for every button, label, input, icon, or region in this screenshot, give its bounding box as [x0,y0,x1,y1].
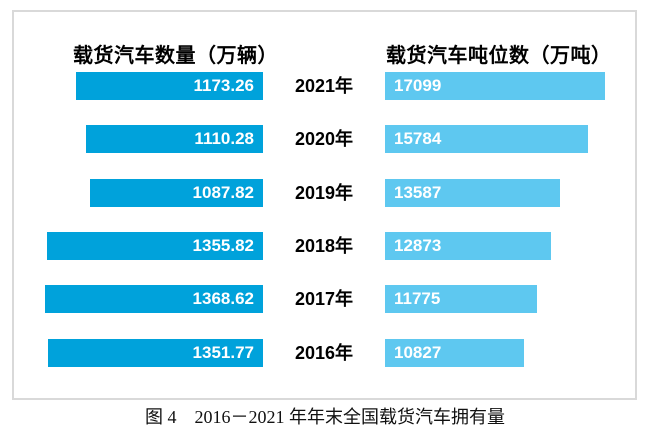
left-bar-value-label: 1173.26 [193,76,254,95]
right-bar-value-label: 13587 [394,182,442,202]
chart-row: 1087.82 2019年 13587 [14,178,635,207]
right-bar: 13587 [385,178,560,207]
left-bar-value-label: 1110.28 [194,129,254,149]
year-label: 2020年 [294,129,354,150]
right-bar: 12873 [385,231,551,260]
right-bar-value-label: 10827 [394,342,442,362]
left-bar: 1173.26 [76,72,263,100]
right-bar: 17099 [385,72,605,100]
year-label: 2018年 [294,235,354,256]
left-series-title: 载货汽车数量（万辆） [73,45,278,67]
year-label: 2017年 [294,289,354,310]
right-series-title: 载货汽车吨位数（万吨） [386,45,612,67]
left-bar-value-label: 1351.77 [192,342,254,362]
right-bar: 11775 [385,285,537,314]
right-bar: 10827 [385,338,525,367]
chart-row: 1355.82 2018年 12873 [14,231,635,260]
right-bar-value-label: 17099 [394,76,442,95]
chart-row: 1110.28 2020年 15784 [14,125,635,154]
chart-row: 1173.26 2021年 17099 [14,72,635,100]
year-label: 2021年 [294,76,354,96]
right-bar-value-label: 15784 [394,129,442,149]
year-label: 2019年 [294,182,354,203]
left-bar: 1087.82 [89,178,263,207]
right-bar-value-label: 12873 [394,235,442,255]
figure-caption: 图 4 2016－2021 年年末全国载货汽车拥有量 [145,407,505,427]
chart-area: 载货汽车数量（万辆） 载货汽车吨位数（万吨） 1173.26 2021年 17099… [12,10,637,400]
left-bar: 1351.77 [47,338,263,367]
left-bar-value-label: 1087.82 [192,182,254,202]
year-label: 2016年 [294,342,354,363]
left-bar-value-label: 1368.62 [192,289,254,309]
right-bar-value-label: 11775 [394,289,441,309]
left-bar: 1368.62 [45,285,263,314]
right-bar: 15784 [385,125,589,154]
left-bar-value-label: 1355.82 [192,235,254,255]
left-bar: 1110.28 [86,125,263,154]
left-bar: 1355.82 [47,231,263,260]
chart-rows: 1173.26 2021年 17099 1110.28 2020年 15784 1087.8… [14,12,635,398]
chart-row: 1351.77 2016年 10827 [14,338,635,367]
chart-row: 1368.62 2017年 11775 [14,285,635,314]
